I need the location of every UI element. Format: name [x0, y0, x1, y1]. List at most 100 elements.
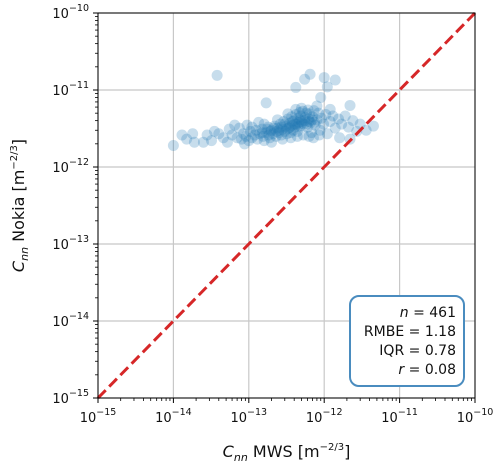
- data-point: [226, 129, 238, 141]
- data-point: [217, 132, 229, 144]
- y-tick-label: 10−13: [52, 234, 89, 253]
- data-point: [262, 121, 274, 133]
- data-point: [298, 118, 310, 130]
- data-point: [311, 100, 323, 112]
- y-tick-label: 10−11: [52, 80, 89, 99]
- data-point: [286, 111, 298, 123]
- data-point: [233, 122, 245, 134]
- data-point: [274, 118, 286, 130]
- data-point: [312, 107, 324, 119]
- data-point: [300, 107, 312, 119]
- data-point: [267, 128, 279, 140]
- data-point: [315, 91, 327, 103]
- data-point: [270, 130, 282, 142]
- data-point: [211, 69, 223, 81]
- data-point: [313, 129, 325, 141]
- data-point: [223, 123, 235, 135]
- data-point: [278, 115, 290, 127]
- data-point: [309, 119, 321, 131]
- data-point: [296, 102, 308, 114]
- data-point: [265, 124, 277, 136]
- data-point: [334, 132, 346, 144]
- data-point: [296, 115, 308, 127]
- data-point: [285, 127, 297, 139]
- data-point: [263, 129, 275, 141]
- data-point: [299, 73, 311, 85]
- data-point: [249, 129, 261, 141]
- plot-frame: [97, 12, 476, 399]
- data-point: [329, 122, 341, 134]
- y-tick-label: 10−12: [52, 157, 89, 176]
- axis-ticks: 10−15 10−14 10−13 10−12 10−11 10−10 10−15 10−14…: [52, 3, 493, 426]
- data-point: [268, 122, 280, 134]
- data-point: [187, 128, 199, 140]
- data-point: [275, 129, 287, 141]
- data-point: [273, 127, 285, 139]
- data-point: [221, 136, 233, 148]
- data-point: [271, 114, 283, 126]
- stat-n: n = 461: [400, 305, 456, 321]
- data-point: [260, 97, 272, 109]
- data-point: [308, 116, 320, 128]
- data-point: [271, 125, 283, 137]
- data-point: [307, 111, 319, 123]
- data-point: [291, 118, 303, 130]
- y-tick-label: 10−15: [52, 388, 89, 407]
- data-point: [188, 136, 200, 148]
- data-point: [231, 132, 243, 144]
- data-point: [240, 130, 252, 142]
- data-point: [318, 118, 330, 130]
- data-point: [271, 122, 283, 134]
- data-point: [229, 119, 241, 131]
- data-point: [277, 133, 289, 145]
- stat-r: r = 0.08: [398, 362, 456, 378]
- data-point: [264, 132, 276, 144]
- data-point: [292, 120, 304, 132]
- data-point: [287, 119, 299, 131]
- data-point: [329, 74, 341, 86]
- data-point: [305, 116, 317, 128]
- data-point: [314, 124, 326, 136]
- data-point: [294, 120, 306, 132]
- data-point: [308, 105, 320, 117]
- y-axis-label: Cnn Nokia [m−2/3]: [9, 139, 31, 272]
- data-point: [279, 125, 291, 137]
- data-point: [324, 103, 336, 115]
- one-to-one-reference-line: [96, 11, 477, 400]
- data-point: [284, 121, 296, 133]
- data-point: [290, 103, 302, 115]
- data-point: [287, 124, 299, 136]
- data-point: [167, 140, 179, 152]
- data-point: [301, 118, 313, 130]
- data-point: [347, 115, 359, 127]
- data-point: [181, 133, 193, 145]
- data-point: [256, 127, 268, 139]
- x-tick-label: 10−10: [457, 407, 494, 426]
- data-point: [261, 123, 273, 135]
- data-point: [237, 128, 249, 140]
- data-point: [213, 128, 225, 140]
- data-point: [275, 121, 287, 133]
- data-point: [265, 136, 277, 148]
- data-point: [333, 113, 345, 125]
- data-point: [303, 130, 315, 142]
- data-point: [291, 130, 303, 142]
- stat-iqr: IQR = 0.78: [379, 343, 456, 359]
- data-point: [354, 118, 366, 130]
- data-point: [320, 109, 332, 121]
- data-point: [243, 135, 255, 147]
- data-point: [304, 68, 316, 80]
- data-point: [284, 117, 296, 129]
- data-point: [294, 114, 306, 126]
- data-point: [288, 115, 300, 127]
- data-point: [176, 129, 188, 141]
- data-point: [301, 121, 313, 133]
- data-point: [302, 104, 314, 116]
- data-point: [282, 113, 294, 125]
- data-point: [205, 135, 217, 147]
- x-tick-label: 10−13: [230, 407, 267, 426]
- data-point: [297, 105, 309, 117]
- data-point: [254, 128, 266, 140]
- data-point: [293, 107, 305, 119]
- data-point: [321, 128, 333, 140]
